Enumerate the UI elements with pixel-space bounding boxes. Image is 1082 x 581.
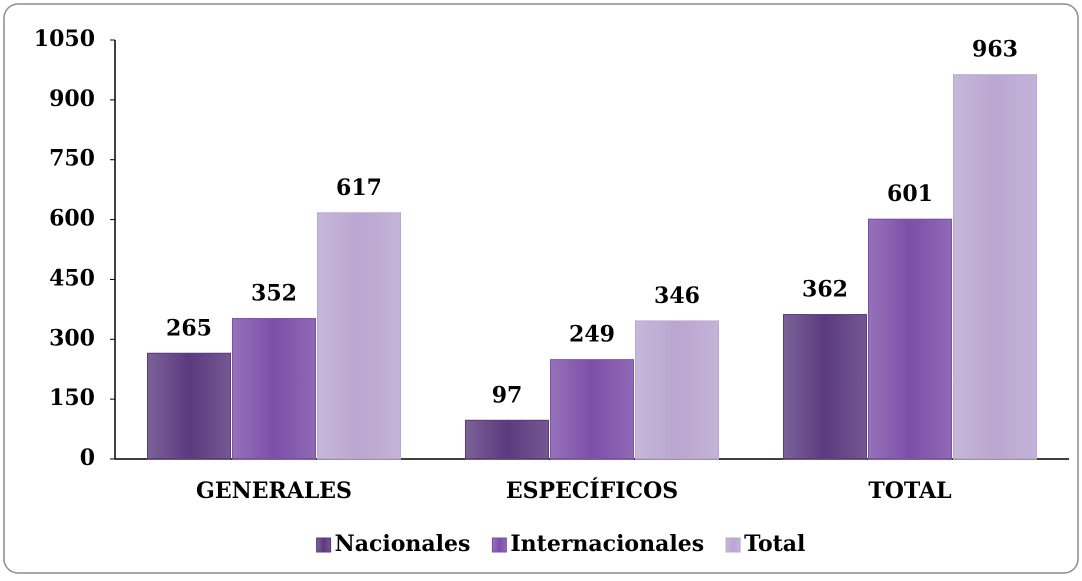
y-tick-label: 600 — [49, 206, 95, 232]
bar — [317, 212, 401, 460]
y-tick-label: 900 — [49, 86, 95, 112]
data-label: 963 — [972, 37, 1018, 63]
legend-label: Internacionales — [510, 531, 704, 557]
bar — [868, 218, 952, 460]
bar — [953, 74, 1037, 460]
data-label: 346 — [654, 283, 700, 309]
bar — [465, 419, 549, 460]
data-label: 352 — [251, 281, 297, 307]
legend-label: Nacionales — [335, 531, 471, 557]
data-label: 601 — [887, 181, 933, 207]
bar — [635, 320, 719, 460]
y-tick-label: 450 — [49, 265, 95, 291]
y-tick-label: 150 — [49, 385, 95, 411]
legend-swatch — [491, 537, 507, 553]
bar — [783, 314, 867, 460]
x-tick-label: ESPECÍFICOS — [506, 477, 678, 504]
y-tick-label: 300 — [49, 325, 95, 351]
bar — [550, 359, 634, 460]
x-tick-label: TOTAL — [868, 478, 951, 504]
data-label: 265 — [166, 315, 212, 341]
y-tick-label: 1050 — [34, 26, 95, 52]
legend-swatch — [725, 537, 741, 553]
x-tick-label: GENERALES — [196, 478, 352, 504]
y-tick-label: 0 — [80, 445, 95, 471]
legend-swatch — [316, 537, 332, 553]
data-label: 97 — [492, 382, 523, 408]
y-tick-label: 750 — [49, 146, 95, 172]
legend-label: Total — [744, 531, 805, 557]
data-label: 617 — [336, 175, 382, 201]
bar — [147, 352, 231, 460]
data-label: 249 — [569, 322, 615, 348]
bar — [232, 318, 316, 460]
data-label: 362 — [802, 277, 848, 303]
